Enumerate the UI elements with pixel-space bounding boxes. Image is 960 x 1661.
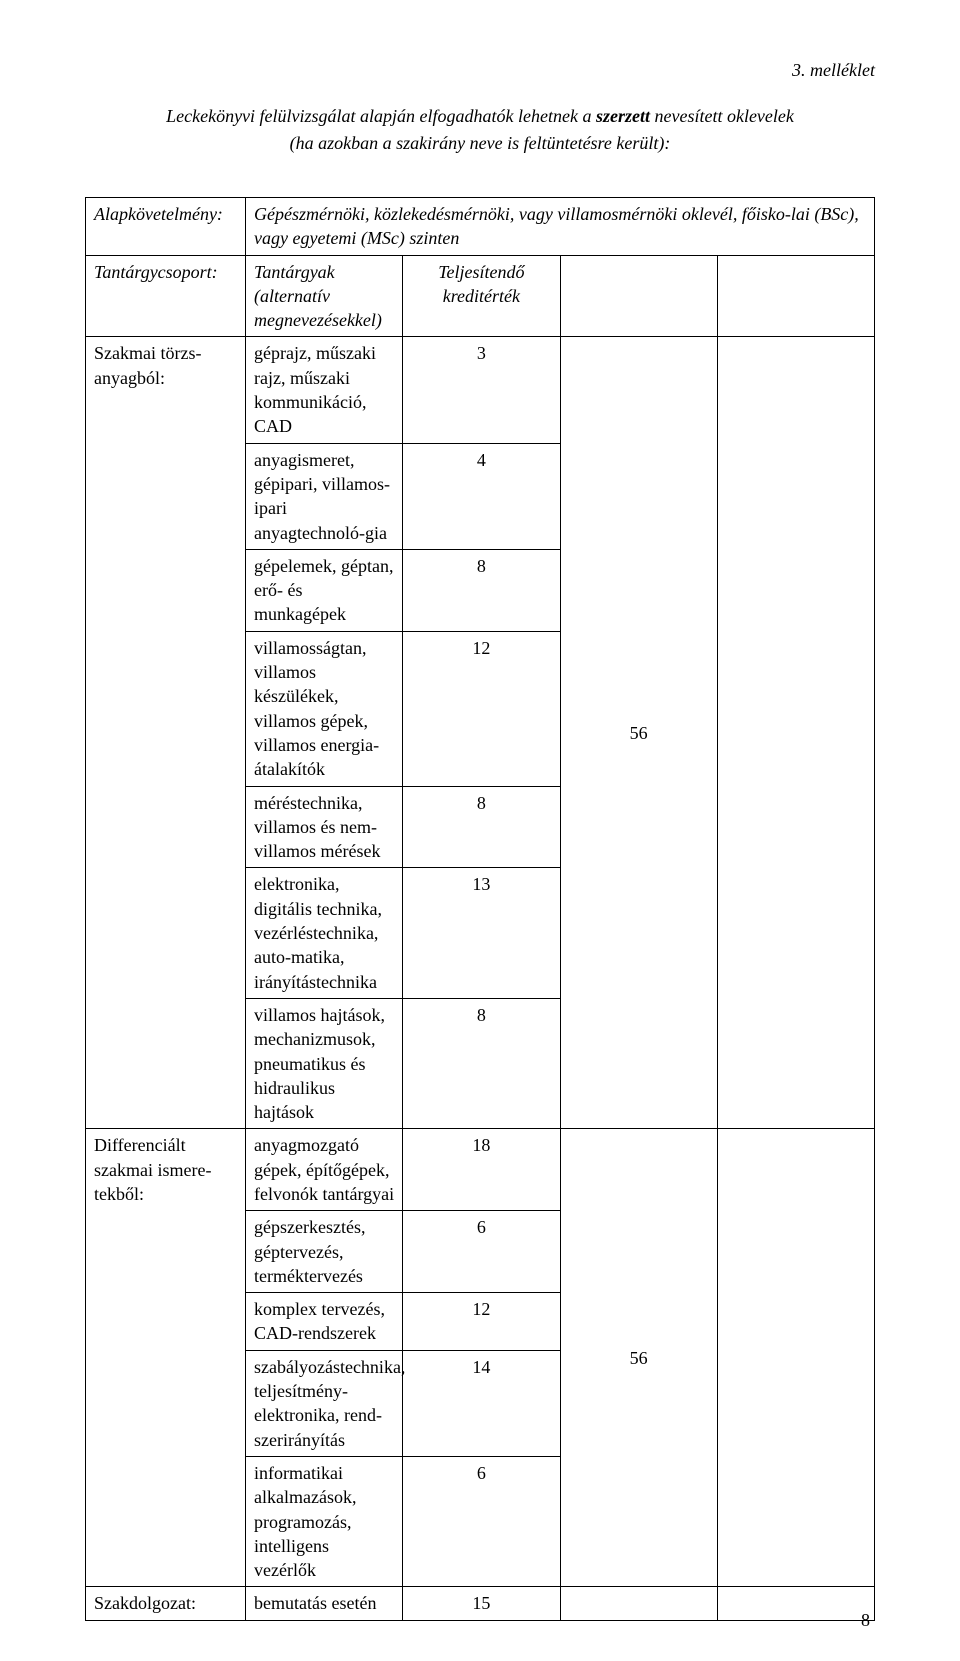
subject-cell: informatikai alkalmazások, programozás, … [246, 1456, 403, 1586]
subject-cell: villamos hajtások, mechanizmusok, pneuma… [246, 998, 403, 1128]
page: 3. melléklet Leckekönyvi felülvizsgálat … [0, 0, 960, 1661]
credit-cell: 13 [403, 868, 560, 998]
credit-cell: 6 [403, 1456, 560, 1586]
credit-cell: 18 [403, 1129, 560, 1211]
heading: Leckekönyvi felülvizsgálat alapján elfog… [155, 103, 805, 157]
row-label-torzs: Szakmai törzs-anyagból: [86, 337, 246, 1129]
box-empty [717, 255, 874, 337]
credit-cell: 6 [403, 1211, 560, 1293]
subject-cell: villamosságtan, villamos készülékek, vil… [246, 631, 403, 786]
heading-bold: szerzett [596, 106, 650, 126]
row-label-alap: Alapkövetelmény: [86, 198, 246, 256]
table-row: Szakmai törzs-anyagból: géprajz, műszaki… [86, 337, 875, 443]
requirements-table: Alapkövetelmény: Gépészmérnöki, közleked… [85, 197, 875, 1621]
row-label-diff: Differenciált szakmai ismere-tekből: [86, 1129, 246, 1587]
subject-cell: szabályozástechnika, teljesítmény-elektr… [246, 1350, 403, 1456]
table-row: Tantárgycsoport: Tantárgyak (alternatív … [86, 255, 875, 337]
subject-cell: méréstechnika, villamos és nem-villamos … [246, 786, 403, 868]
credit-cell: 12 [403, 1293, 560, 1351]
tantargyak-label: Tantárgyak (alternatív megnevezésekkel) [246, 255, 403, 337]
table-row: Differenciált szakmai ismere-tekből: any… [86, 1129, 875, 1211]
group2-total: 56 [560, 1129, 717, 1587]
group1-total: 56 [560, 337, 717, 1129]
subject-cell: elektronika, digitális technika, vezérlé… [246, 868, 403, 998]
credit-cell: 14 [403, 1350, 560, 1456]
subject-cell: gépelemek, géptan, erő- és munkagépek [246, 549, 403, 631]
row-label-tantargycsoport: Tantárgycsoport: [86, 255, 246, 337]
credit-cell: 8 [403, 549, 560, 631]
table-row: Alapkövetelmény: Gépészmérnöki, közleked… [86, 198, 875, 256]
subject-cell: gépszerkesztés, géptervezés, termékterve… [246, 1211, 403, 1293]
total-empty [560, 255, 717, 337]
row-label-szakdolgozat: Szakdolgozat: [86, 1587, 246, 1620]
credit-cell: 4 [403, 443, 560, 549]
szakdolgozat-text: bemutatás esetén [246, 1587, 403, 1620]
attachment-label: 3. melléklet [85, 60, 875, 81]
heading-pre: Leckekönyvi felülvizsgálat alapján elfog… [166, 106, 596, 126]
credit-cell: 8 [403, 786, 560, 868]
page-number: 8 [861, 1610, 870, 1631]
subject-cell: géprajz, műszaki rajz, műszaki kommuniká… [246, 337, 403, 443]
subject-cell: anyagismeret, gépipari, villamos-ipari a… [246, 443, 403, 549]
table-row: Szakdolgozat: bemutatás esetén 15 [86, 1587, 875, 1620]
szakdolgozat-credit: 15 [403, 1587, 560, 1620]
group2-box [717, 1129, 874, 1587]
alap-text: Gépészmérnöki, közlekedésmérnöki, vagy v… [246, 198, 875, 256]
credit-cell: 12 [403, 631, 560, 786]
credit-cell: 3 [403, 337, 560, 443]
szakdolgozat-box [717, 1587, 874, 1620]
szakdolgozat-total [560, 1587, 717, 1620]
credit-cell: 8 [403, 998, 560, 1128]
group1-box [717, 337, 874, 1129]
subject-cell: komplex tervezés, CAD-rendszerek [246, 1293, 403, 1351]
kredit-header: Teljesítendő kreditérték [403, 255, 560, 337]
subject-cell: anyagmozgató gépek, építőgépek, felvonók… [246, 1129, 403, 1211]
